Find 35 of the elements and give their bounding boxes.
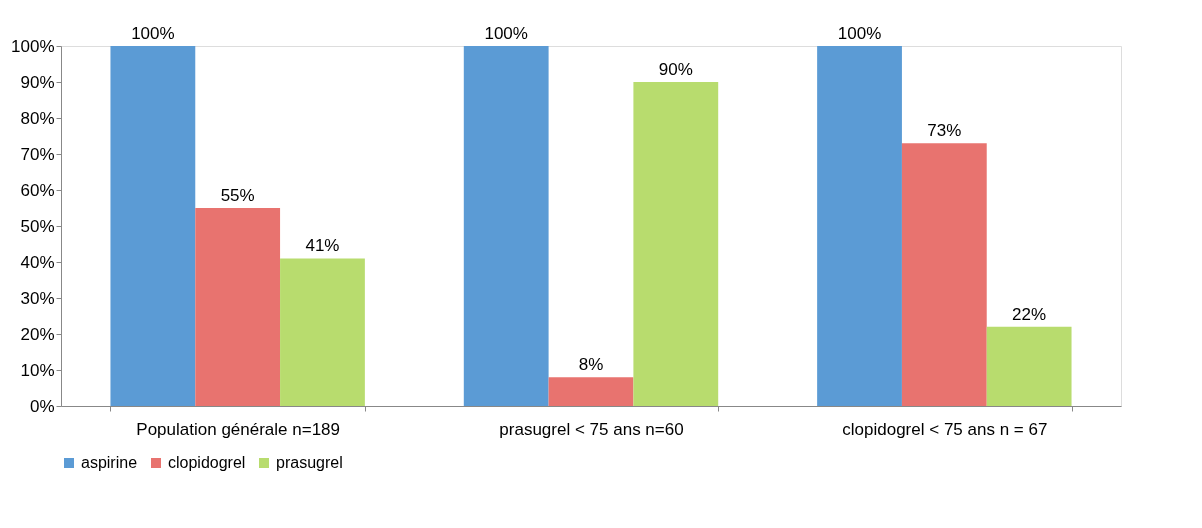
bar — [817, 46, 902, 406]
data-label: 22% — [1012, 304, 1047, 324]
data-label: 55% — [220, 186, 255, 205]
bar — [901, 143, 987, 406]
data-label: 100% — [837, 24, 882, 43]
legend-label: clopidogrel — [168, 454, 246, 471]
y-tick-label: 50% — [20, 216, 55, 236]
x-tick-label: prasugrel < 75 ans n=60 — [499, 419, 684, 439]
y-tick-label: 20% — [20, 324, 55, 344]
y-tick-label: 30% — [20, 288, 55, 308]
y-tick-label: 90% — [20, 72, 55, 92]
y-tick-label: 10% — [20, 360, 55, 380]
legend-label: aspirine — [81, 454, 138, 471]
data-label: 73% — [927, 121, 962, 141]
bar — [986, 326, 1072, 406]
data-label: 100% — [131, 24, 175, 43]
legend-label: prasugrel — [276, 454, 343, 471]
x-tick-label: Population générale n=189 — [136, 419, 341, 439]
bar — [463, 46, 549, 406]
data-label: 41% — [305, 236, 340, 256]
y-tick-label: 70% — [20, 144, 55, 164]
bar — [548, 377, 634, 406]
y-tick-label: 100% — [11, 36, 55, 56]
bar — [195, 208, 281, 406]
data-label: 8% — [578, 355, 604, 375]
data-label: 90% — [658, 60, 693, 79]
bar — [280, 258, 365, 406]
x-tick-label: clopidogrel < 75 ans n = 67 — [842, 419, 1048, 439]
data-label: 100% — [484, 24, 528, 43]
y-tick-label: 0% — [29, 396, 55, 416]
y-tick-label: 60% — [20, 180, 55, 200]
bar — [633, 82, 719, 406]
y-tick-label: 40% — [20, 252, 55, 272]
bar — [110, 46, 196, 406]
y-tick-label: 80% — [20, 108, 55, 128]
